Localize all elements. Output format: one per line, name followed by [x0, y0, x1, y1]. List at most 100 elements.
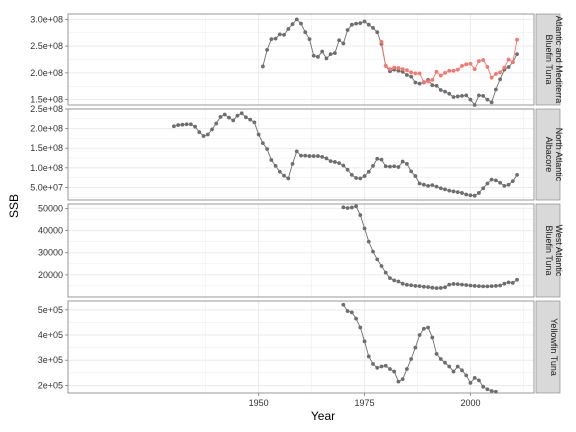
facet-panel: 5.0e+07 1.0e+08 1.5e+08 2.0e+08 2.5e+08 North…: [30, 104, 564, 201]
data-point: [388, 276, 392, 281]
data-point: [506, 65, 511, 69]
data-point: [396, 279, 401, 284]
data-point: [430, 335, 435, 340]
panel-background: [68, 301, 534, 393]
data-point: [379, 157, 384, 162]
data-point: [341, 302, 346, 307]
data-point: [468, 283, 473, 288]
y-tick-label: 1.5e+08: [30, 95, 63, 105]
data-point: [172, 124, 176, 129]
data-point: [277, 169, 282, 174]
data-point: [421, 80, 426, 84]
data-point: [392, 164, 397, 169]
data-point: [337, 38, 342, 43]
data-point: [358, 325, 363, 330]
data-point: [451, 189, 456, 194]
y-tick-label: 50000: [38, 203, 63, 213]
data-point: [201, 134, 206, 138]
data-point: [464, 62, 469, 67]
data-point: [421, 182, 426, 187]
panel-background: [68, 204, 534, 297]
data-point: [349, 22, 354, 27]
panel-border: [67, 203, 535, 298]
data-point: [214, 121, 219, 126]
data-point: [443, 187, 447, 192]
data-point: [502, 65, 507, 70]
data-point: [286, 176, 291, 181]
data-point: [472, 284, 477, 288]
panel-border: [67, 108, 535, 201]
data-point: [409, 357, 414, 361]
facet-panel: 20000 30000 40000 50000 West AtlanticBluefin…: [38, 203, 564, 298]
facet-strip-label: Yellowfin Tuna: [549, 318, 559, 376]
data-point: [341, 163, 346, 168]
facet-strip-label: West Atlantic: [554, 225, 564, 277]
data-point: [375, 30, 380, 35]
y-tick-label: 2.0e+08: [30, 68, 63, 78]
data-point: [396, 68, 401, 73]
data-point: [451, 282, 456, 286]
data-point: [375, 257, 380, 262]
data-point: [265, 47, 270, 52]
data-point: [481, 384, 486, 389]
data-point: [468, 61, 473, 66]
data-point: [349, 205, 354, 210]
facet-strip-label: Bluefin Tuna: [544, 225, 554, 275]
data-point: [413, 284, 418, 288]
data-point: [477, 284, 481, 289]
data-point: [443, 285, 447, 290]
data-point: [409, 70, 414, 75]
data-point: [358, 176, 363, 181]
data-point: [273, 163, 278, 168]
data-point: [184, 122, 189, 127]
data-point: [324, 156, 329, 161]
data-point: [477, 59, 481, 64]
facet-strip: [535, 13, 561, 106]
data-point: [460, 94, 464, 98]
data-point: [409, 169, 414, 174]
data-point: [392, 369, 397, 374]
data-point: [345, 206, 350, 210]
data-point: [277, 32, 282, 37]
data-point: [180, 122, 185, 127]
data-point: [311, 154, 316, 158]
facet-strip: [535, 108, 561, 201]
data-point: [451, 68, 456, 73]
data-point: [485, 65, 490, 69]
data-point: [371, 362, 375, 366]
data-point: [468, 381, 473, 385]
y-tick-label: 30000: [38, 248, 63, 258]
data-point: [354, 21, 358, 26]
data-point: [464, 373, 469, 378]
data-point: [324, 56, 329, 61]
data-point: [498, 283, 503, 288]
data-point: [489, 284, 494, 289]
data-point: [328, 159, 333, 164]
data-point: [489, 177, 494, 182]
data-point: [371, 163, 375, 168]
data-point: [303, 153, 308, 158]
data-point: [332, 51, 337, 55]
data-point: [498, 77, 503, 82]
data-point: [460, 282, 464, 287]
data-point: [451, 95, 456, 99]
data-point: [358, 213, 363, 217]
data-point: [405, 367, 409, 371]
panel-border: [67, 300, 535, 394]
facet-strip: [535, 203, 561, 298]
data-point: [362, 174, 367, 178]
data-point: [506, 280, 511, 285]
data-point: [282, 173, 286, 178]
data-point: [455, 190, 460, 195]
data-point: [417, 333, 422, 337]
data-point: [269, 158, 274, 162]
data-point: [188, 122, 193, 127]
data-point: [489, 389, 494, 393]
data-point: [477, 93, 481, 98]
data-point: [354, 204, 358, 209]
data-point: [460, 191, 464, 195]
data-point: [493, 284, 498, 288]
data-point: [260, 64, 265, 69]
data-point: [405, 68, 409, 73]
